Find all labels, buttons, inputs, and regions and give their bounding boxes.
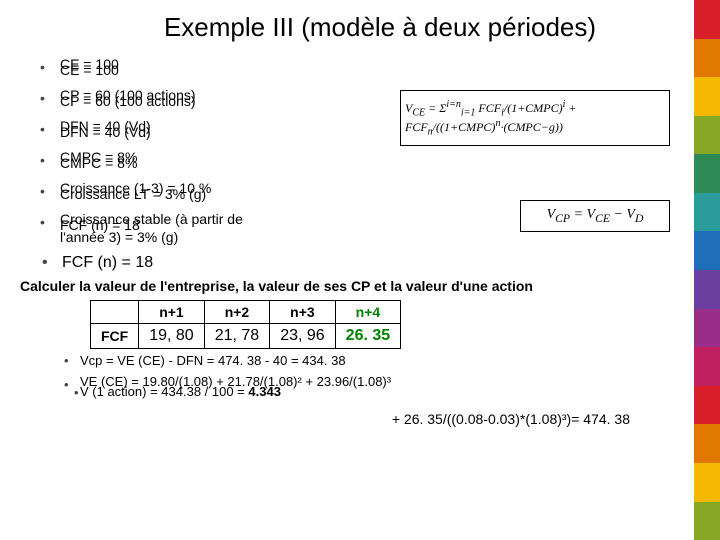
formula-vcp: VCP = VCE − VD <box>520 200 670 232</box>
right-color-stripe <box>694 0 720 540</box>
bullet-cmpc-b: CMPC = 8% <box>60 153 137 174</box>
table-header: n+2 <box>204 301 269 324</box>
bullet-cp-b: CP = 60 (100 actions) <box>60 91 196 112</box>
bullet-dot: • <box>40 88 60 109</box>
table-cell: 26. 35 <box>335 324 400 349</box>
fcf-table: n+1n+2n+3n+4 FCF19, 8021, 7823, 9626. 35 <box>90 300 401 349</box>
bullet-ce-b: CE = 100 <box>60 60 119 81</box>
vcp-line: Vcp = VE (CE) - DFN = 474. 38 - 40 = 434… <box>80 353 346 368</box>
final-result: + 26. 35/((0.08-0.03)*(1.08)³)= 474. 38 <box>40 411 630 427</box>
bullet-dot: • <box>42 254 62 272</box>
table-cell: 19, 80 <box>139 324 204 349</box>
page-title: Exemple III (modèle à deux périodes) <box>80 12 680 43</box>
table-header: n+4 <box>335 301 400 324</box>
bullet-dot: • <box>40 181 60 202</box>
table-cell: 23, 96 <box>270 324 335 349</box>
table-header: n+3 <box>270 301 335 324</box>
bullet-dot: • <box>40 119 60 140</box>
bullet-dot: • <box>40 150 60 171</box>
bullet-stable-c: l'année 3) = 3% (g) <box>60 227 178 248</box>
table-cell: 21, 78 <box>204 324 269 349</box>
table-row-label: FCF <box>91 324 139 349</box>
fcf-n-line: FCF (n) = 18 <box>62 254 153 272</box>
bullet-growth-b: Croissance LT = 3% (g) <box>60 184 206 205</box>
bullet-dot: • <box>40 212 60 233</box>
vaction-line: V (1 action) = 434.38 / 100 = 4.343 <box>80 384 281 399</box>
calc-heading: Calculer la valeur de l'entreprise, la v… <box>20 278 680 294</box>
bullet-dfn-b: DFN = 40 (Vd) <box>60 122 151 143</box>
table-header <box>91 301 139 324</box>
table-header: n+1 <box>139 301 204 324</box>
bullet-dot: • <box>40 57 60 78</box>
formula-vce: VCE = Σi=ni=1 FCFi/(1+CMPC)i + FCFn/((1+… <box>400 90 670 146</box>
